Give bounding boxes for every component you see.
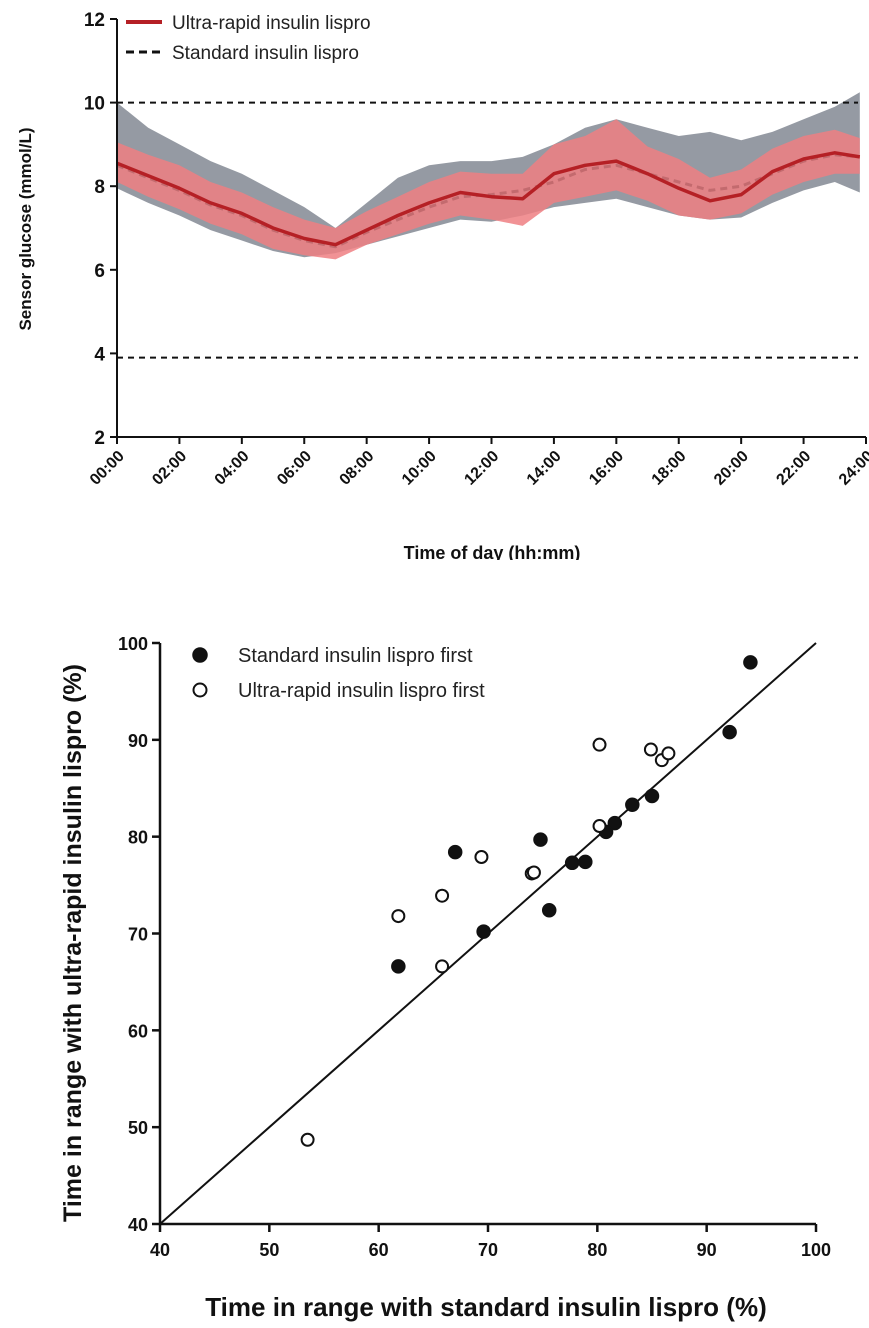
x-tick-label: 02:00 xyxy=(149,448,190,489)
legend-label-standard-first: Standard insulin lispro first xyxy=(238,645,473,667)
x-tick-label: 90 xyxy=(697,1240,717,1260)
y-tick-label: 2 xyxy=(94,428,105,449)
legend-label-ultra-rapid: Ultra-rapid insulin lispro xyxy=(172,13,371,34)
y-tick-label: 80 xyxy=(128,828,148,848)
axes xyxy=(152,641,818,1232)
x-tick-label: 22:00 xyxy=(773,448,814,489)
legend-marker-standard-first xyxy=(192,647,208,663)
y-tick-label: 90 xyxy=(128,731,148,751)
x-tick-label: 80 xyxy=(587,1240,607,1260)
point-standard-first xyxy=(533,832,548,847)
point-ultra-rapid-first xyxy=(391,909,406,924)
tick-labels: 2 4 6 8 10 12 00:00 02:00 04:00 06:00 08:00 10:00 12… xyxy=(84,10,869,489)
x-tick-label: 40 xyxy=(150,1240,170,1260)
point-standard-first xyxy=(476,924,491,939)
axes xyxy=(110,18,867,444)
x-tick-label: 60 xyxy=(369,1240,389,1260)
x-tick-label: 08:00 xyxy=(337,448,378,489)
y-tick-label: 100 xyxy=(118,634,148,654)
point-standard-first xyxy=(722,724,737,740)
x-tick-label: 14:00 xyxy=(524,448,565,489)
y-tick-label: 6 xyxy=(94,261,105,282)
point-ultra-rapid-first xyxy=(300,1132,315,1147)
legend-label-ultra-rapid-first: Ultra-rapid insulin lispro first xyxy=(238,680,485,702)
y-tick-label: 50 xyxy=(128,1118,148,1138)
legend-label-standard: Standard insulin lispro xyxy=(172,43,359,64)
point-ultra-rapid-first xyxy=(592,819,607,834)
point-standard-first xyxy=(391,959,406,974)
glucose-profile-chart: 2 4 6 8 10 12 00:00 02:00 04:00 06:00 08:00 10:00 12… xyxy=(16,10,869,560)
y-tick-label: 70 xyxy=(128,925,148,945)
x-tick-label: 24:00 xyxy=(836,448,869,489)
point-ultra-rapid-first xyxy=(474,850,489,865)
data-points xyxy=(300,655,758,1147)
x-axis-label: Time in range with standard insulin lisp… xyxy=(205,1292,766,1322)
line-standard xyxy=(116,153,860,249)
time-in-range-scatter: 40 50 60 70 80 90 100 40 50 60 70 80 90 100 Standard … xyxy=(59,634,831,1322)
reference-lines xyxy=(117,101,858,359)
y-tick-label: 12 xyxy=(84,10,105,31)
legend: Ultra-rapid insulin lispro Standard insu… xyxy=(126,13,371,64)
band-ultra-rapid xyxy=(117,119,860,260)
point-ultra-rapid-first xyxy=(643,742,658,757)
point-standard-first xyxy=(743,655,758,670)
x-tick-label: 16:00 xyxy=(586,448,627,489)
point-standard-first xyxy=(541,903,557,918)
legend-marker-ultra-rapid-first xyxy=(192,682,208,698)
line-ultra-rapid xyxy=(116,151,861,247)
x-tick-label: 04:00 xyxy=(212,448,253,489)
y-tick-label: 8 xyxy=(94,177,105,198)
point-standard-first xyxy=(625,797,640,812)
point-standard-first xyxy=(447,844,463,860)
x-tick-label: 50 xyxy=(259,1240,279,1260)
legend: Standard insulin lispro first Ultra-rapi… xyxy=(192,645,485,702)
x-tick-label: 06:00 xyxy=(274,448,315,489)
y-tick-label: 4 xyxy=(94,344,105,365)
point-ultra-rapid-first xyxy=(661,746,676,761)
point-standard-first xyxy=(578,854,593,870)
point-ultra-rapid-first xyxy=(592,737,607,752)
x-tick-label: 00:00 xyxy=(87,448,128,489)
point-standard-first xyxy=(607,815,623,831)
x-tick-label: 100 xyxy=(801,1240,831,1260)
y-tick-label: 40 xyxy=(128,1215,148,1235)
x-tick-label: 70 xyxy=(478,1240,498,1260)
point-ultra-rapid-first xyxy=(435,888,450,903)
y-axis-label: Sensor glucose (mmol/L) xyxy=(16,127,35,330)
x-tick-label: 20:00 xyxy=(711,448,752,489)
point-standard-first xyxy=(644,788,660,804)
point-standard-first xyxy=(564,855,580,871)
series-lines xyxy=(116,151,861,249)
y-tick-label: 60 xyxy=(128,1021,148,1041)
confidence-bands xyxy=(117,92,860,260)
point-ultra-rapid-first xyxy=(526,865,541,880)
y-tick-label: 10 xyxy=(84,94,105,115)
y-axis-label: Time in range with ultra-rapid insulin l… xyxy=(59,664,87,1222)
x-axis-label: Time of day (hh:mm) xyxy=(404,543,581,560)
x-tick-label: 12:00 xyxy=(461,448,502,489)
x-tick-label: 18:00 xyxy=(649,448,690,489)
x-tick-label: 10:00 xyxy=(399,448,440,489)
tick-labels: 40 50 60 70 80 90 100 40 50 60 70 80 90 100 xyxy=(118,634,831,1260)
point-ultra-rapid-first xyxy=(435,959,450,974)
